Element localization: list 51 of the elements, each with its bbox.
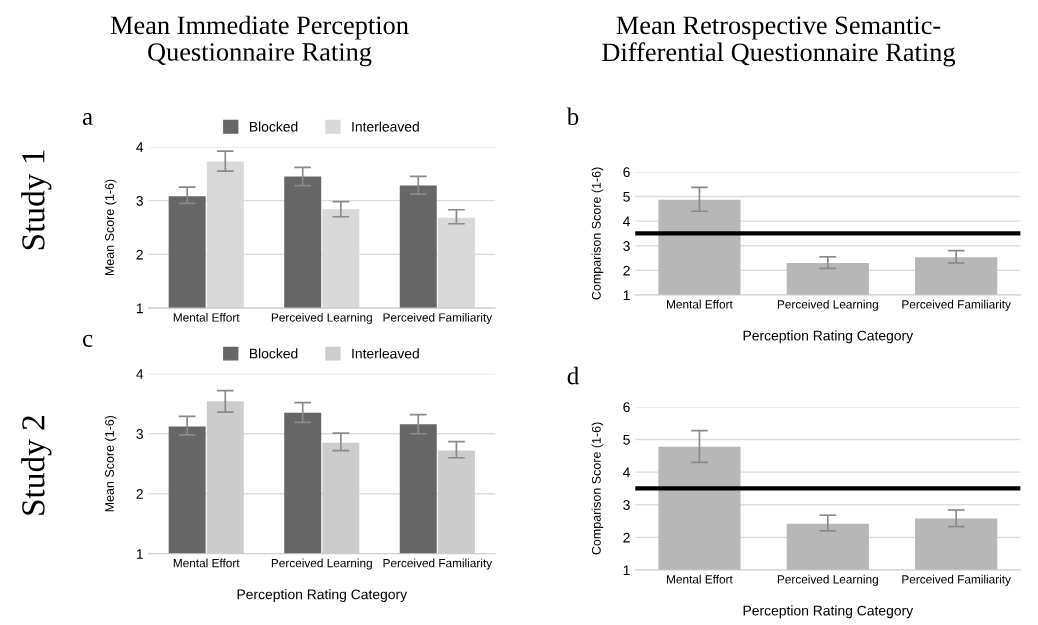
y-tick-label: 3: [623, 241, 630, 251]
text: c: [82, 334, 93, 347]
x-tick-label: Mental Effort: [173, 558, 240, 568]
legend-label: Blocked: [249, 121, 298, 132]
legend-label: Blocked: [249, 348, 298, 359]
y-tick-label: 4: [622, 467, 630, 478]
y-tick-label: 6: [623, 402, 630, 413]
y-tick-label: 3: [136, 429, 143, 439]
chart-title: Mean Retrospective Semantic- Differential Questionnaire Rating: [602, 16, 956, 67]
y-tick-label: 2: [623, 532, 630, 543]
y-tick-label: 1: [136, 549, 143, 559]
x-tick-label: Perceived Familiarity: [383, 558, 493, 570]
y-tick-label: 2: [136, 489, 143, 499]
y-tick-label: 6: [623, 167, 630, 178]
text: d: [567, 366, 579, 385]
x-axis-title: Perception Rating Category: [237, 589, 408, 603]
x-tick-label: Mental Effort: [667, 574, 733, 584]
y-axis-title: Mean Score (1-6): [104, 415, 117, 512]
y-axis-title: Comparison Score (1-6): [591, 167, 604, 300]
x-axis-title: Perception Rating Category: [743, 330, 914, 344]
y-tick-label: 1: [623, 565, 630, 576]
y-tick-label: 3: [136, 195, 143, 206]
x-axis-title: Perception Rating Category: [743, 605, 914, 619]
text: b: [566, 107, 579, 126]
chart-title: Mean Immediate Perception Questionnaire Rating: [110, 15, 409, 67]
y-axis-title: Comparison Score (1-6): [591, 422, 604, 555]
y-tick-label: 1: [623, 290, 630, 301]
legend-label: Interleaved: [352, 348, 419, 359]
x-tick-label: Mental Effort: [667, 299, 733, 309]
text: Study 2: [21, 416, 52, 515]
y-axis-title: Mean Score (1-6): [104, 179, 117, 276]
y-tick-label: 4: [136, 369, 144, 379]
x-tick-label: Perceived Learning: [271, 312, 372, 324]
text: a: [82, 113, 93, 126]
y-tick-label: 5: [623, 434, 630, 445]
x-tick-label: Perceived Learning: [777, 574, 878, 586]
x-tick-label: Perceived Learning: [271, 558, 372, 570]
x-tick-label: Perceived Familiarity: [902, 574, 1011, 586]
y-tick-label: 1: [136, 303, 143, 314]
y-tick-label: 5: [623, 191, 630, 202]
legend-label: Interleaved: [352, 121, 419, 132]
y-tick-label: 4: [622, 216, 630, 227]
y-tick-label: 3: [623, 500, 630, 510]
text: Study 1: [21, 150, 52, 250]
x-tick-label: Mental Effort: [173, 312, 240, 322]
x-tick-label: Perceived Familiarity: [383, 312, 493, 324]
y-tick-label: 4: [136, 142, 144, 152]
x-tick-label: Perceived Familiarity: [902, 299, 1011, 311]
y-tick-label: 2: [623, 265, 630, 276]
x-tick-label: Perceived Learning: [777, 299, 878, 311]
y-tick-label: 2: [136, 249, 143, 260]
